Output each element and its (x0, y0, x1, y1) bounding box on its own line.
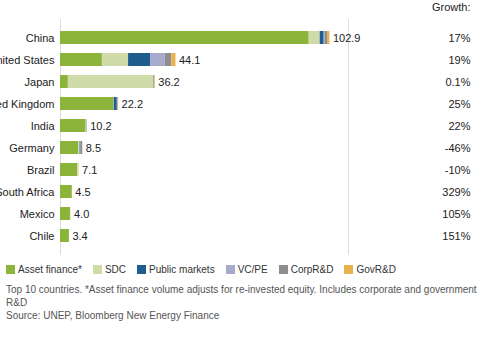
svg-text:India: India (31, 120, 56, 132)
svg-text:36.2: 36.2 (158, 76, 179, 88)
svg-text:102.9: 102.9 (333, 32, 361, 44)
html-text:Source: UNEP, Bloomberg New En: Source: UNEP, Bloomberg New Energy Finan… (6, 310, 220, 321)
svg-text:-46%: -46% (445, 142, 471, 154)
svg-text:Brazil: Brazil (27, 164, 55, 176)
svg-text:-10%: -10% (445, 164, 471, 176)
html-text:Top 10 countries. *Asset finan: Top 10 countries. *Asset finance volume … (6, 284, 477, 308)
svg-text:7.1: 7.1 (82, 164, 97, 176)
html-text:Public markets: Public markets (149, 264, 215, 275)
svg-text:Chile: Chile (29, 230, 54, 242)
svg-text:105%: 105% (442, 208, 470, 220)
svg-text:Mexico: Mexico (20, 208, 55, 220)
svg-text:44.1: 44.1 (179, 54, 200, 66)
svg-text:8.5: 8.5 (86, 142, 101, 154)
svg-text:329%: 329% (442, 186, 470, 198)
html-text:SDC: SDC (104, 264, 127, 275)
svg-text:3.4: 3.4 (72, 230, 87, 242)
svg-text:United Kingdom: United Kingdom (0, 98, 55, 110)
svg-text:10.2: 10.2 (90, 120, 111, 132)
svg-text:25%: 25% (448, 98, 470, 110)
svg-text:22%: 22% (448, 120, 470, 132)
svg-text:151%: 151% (442, 230, 470, 242)
html-text:CorpR&D: CorpR&D (290, 264, 334, 275)
svg-text:4.5: 4.5 (75, 186, 90, 198)
svg-text:22.2: 22.2 (122, 98, 143, 110)
svg-text:19%: 19% (448, 54, 470, 66)
svg-text:0.1%: 0.1% (445, 76, 470, 88)
svg-text:United States: United States (0, 54, 55, 66)
svg-text:China: China (26, 32, 56, 44)
svg-text:South Africa: South Africa (0, 186, 55, 198)
html-text:GovR&D: GovR&D (356, 264, 396, 275)
svg-text:4.0: 4.0 (74, 208, 89, 220)
html-text:Asset finance*: Asset finance* (18, 264, 82, 275)
svg-text:Growth:: Growth: (432, 1, 471, 13)
svg-text:Germany: Germany (9, 142, 55, 154)
svg-text:17%: 17% (448, 32, 470, 44)
svg-text:Japan: Japan (25, 76, 55, 88)
html-text:VC/PE: VC/PE (237, 264, 268, 275)
